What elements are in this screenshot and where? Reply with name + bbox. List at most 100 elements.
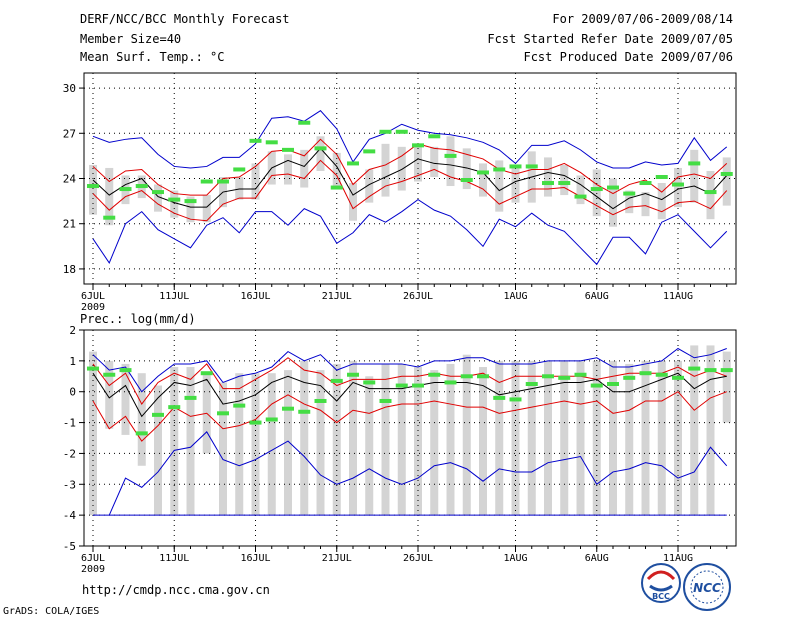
y-tick-label: 24 bbox=[63, 173, 77, 186]
box-21 bbox=[414, 367, 422, 516]
observed-marker bbox=[265, 140, 278, 145]
observed-marker bbox=[493, 395, 506, 400]
temperature-panel: 18 21 24 27 30 6JUL 11JUL 16JUL 21JUL 26JUL 1AUG 6A… bbox=[63, 72, 737, 313]
observed-marker bbox=[314, 398, 327, 403]
box-14 bbox=[300, 149, 309, 188]
observed-marker bbox=[542, 181, 554, 186]
observed-marker bbox=[542, 374, 554, 379]
x-year-label: 2009 bbox=[81, 564, 105, 575]
box-19 bbox=[381, 363, 390, 516]
observed-marker bbox=[168, 197, 181, 202]
box-10 bbox=[235, 373, 244, 516]
y-tick-label: 27 bbox=[63, 127, 76, 140]
box-24 bbox=[462, 354, 471, 516]
box-25 bbox=[479, 367, 487, 516]
observed-marker bbox=[607, 185, 619, 190]
observed-marker bbox=[249, 138, 262, 143]
observed-marker bbox=[298, 120, 311, 125]
box-1 bbox=[89, 351, 97, 516]
box-33 bbox=[609, 178, 617, 227]
variable-label: Mean Surf. Temp.: °C bbox=[80, 50, 225, 64]
box-23 bbox=[446, 136, 455, 187]
observed-marker bbox=[347, 161, 359, 166]
box-17 bbox=[349, 183, 357, 221]
box-13 bbox=[284, 154, 292, 185]
box-37 bbox=[674, 360, 682, 516]
x-year-label: 2009 bbox=[81, 302, 105, 313]
observed-marker bbox=[87, 366, 99, 371]
y-tick-label: 21 bbox=[63, 218, 76, 231]
box-39 bbox=[706, 345, 715, 516]
observed-marker bbox=[509, 397, 522, 402]
box-6 bbox=[170, 190, 179, 218]
observed-marker bbox=[574, 194, 587, 199]
observed-marker bbox=[428, 134, 441, 139]
box-34 bbox=[625, 190, 634, 214]
box-2 bbox=[105, 360, 114, 429]
observed-marker bbox=[444, 153, 457, 158]
box-6 bbox=[170, 367, 179, 516]
y-tick-label: -4 bbox=[63, 509, 77, 522]
box-26 bbox=[495, 160, 504, 212]
observed-marker bbox=[233, 403, 246, 408]
box-8 bbox=[202, 195, 211, 223]
box-9 bbox=[219, 382, 227, 516]
observed-marker bbox=[590, 187, 603, 192]
observed-marker bbox=[655, 372, 668, 377]
y-tick-label: -5 bbox=[63, 540, 76, 553]
box-29 bbox=[544, 360, 552, 516]
box-32 bbox=[592, 360, 601, 516]
box-24 bbox=[462, 148, 471, 190]
series-q25-line bbox=[92, 391, 727, 442]
observed-marker bbox=[168, 405, 181, 410]
box-7 bbox=[186, 367, 195, 516]
observed-marker bbox=[249, 420, 262, 425]
observed-marker bbox=[672, 375, 684, 380]
y-tick-label: 2 bbox=[69, 324, 76, 337]
series-min-line bbox=[93, 431, 728, 516]
x-tick-label: 1AUG bbox=[503, 553, 527, 564]
observed-marker bbox=[574, 372, 587, 377]
bcc-logo-text: BCC bbox=[652, 592, 670, 601]
observed-marker bbox=[395, 383, 408, 388]
observed-marker bbox=[330, 378, 343, 383]
box-4 bbox=[137, 373, 146, 466]
observed-marker bbox=[525, 382, 538, 386]
observed-marker bbox=[184, 199, 197, 204]
y-tick-label: 30 bbox=[63, 82, 76, 95]
observed-marker bbox=[200, 179, 213, 184]
box-12 bbox=[267, 373, 276, 516]
observed-marker bbox=[395, 129, 408, 134]
observed-marker bbox=[347, 372, 359, 377]
observed-marker bbox=[119, 368, 132, 373]
box-34 bbox=[625, 363, 634, 516]
x-tick-label: 26JUL bbox=[403, 553, 433, 564]
x-tick-label: 11AUG bbox=[663, 291, 693, 302]
box-31 bbox=[576, 360, 585, 516]
box-14 bbox=[300, 360, 309, 516]
series-median-line bbox=[92, 372, 727, 418]
series-max-line bbox=[92, 347, 727, 393]
series-max-line bbox=[92, 110, 728, 169]
box-40 bbox=[722, 351, 731, 423]
observed-marker bbox=[558, 375, 571, 380]
plot-frame bbox=[83, 329, 737, 547]
box-18 bbox=[365, 169, 374, 203]
precip-panel-title: Prec.: log(mm/d) bbox=[80, 312, 196, 326]
observed-marker bbox=[477, 374, 489, 379]
observed-marker bbox=[152, 190, 164, 195]
observed-marker bbox=[233, 167, 246, 172]
box-39 bbox=[706, 170, 715, 220]
box-35 bbox=[641, 360, 650, 516]
observed-marker bbox=[477, 170, 489, 175]
box-32 bbox=[592, 169, 601, 217]
box-36 bbox=[657, 183, 666, 220]
observed-marker bbox=[103, 372, 116, 377]
observed-marker bbox=[704, 368, 717, 373]
member-size: Member Size=40 bbox=[80, 32, 181, 46]
box-38 bbox=[690, 149, 699, 203]
observed-marker bbox=[135, 184, 148, 189]
box-22 bbox=[430, 146, 439, 177]
box-21 bbox=[414, 143, 422, 182]
footer-url[interactable]: http://cmdp.ncc.cma.gov.cn bbox=[82, 583, 270, 597]
